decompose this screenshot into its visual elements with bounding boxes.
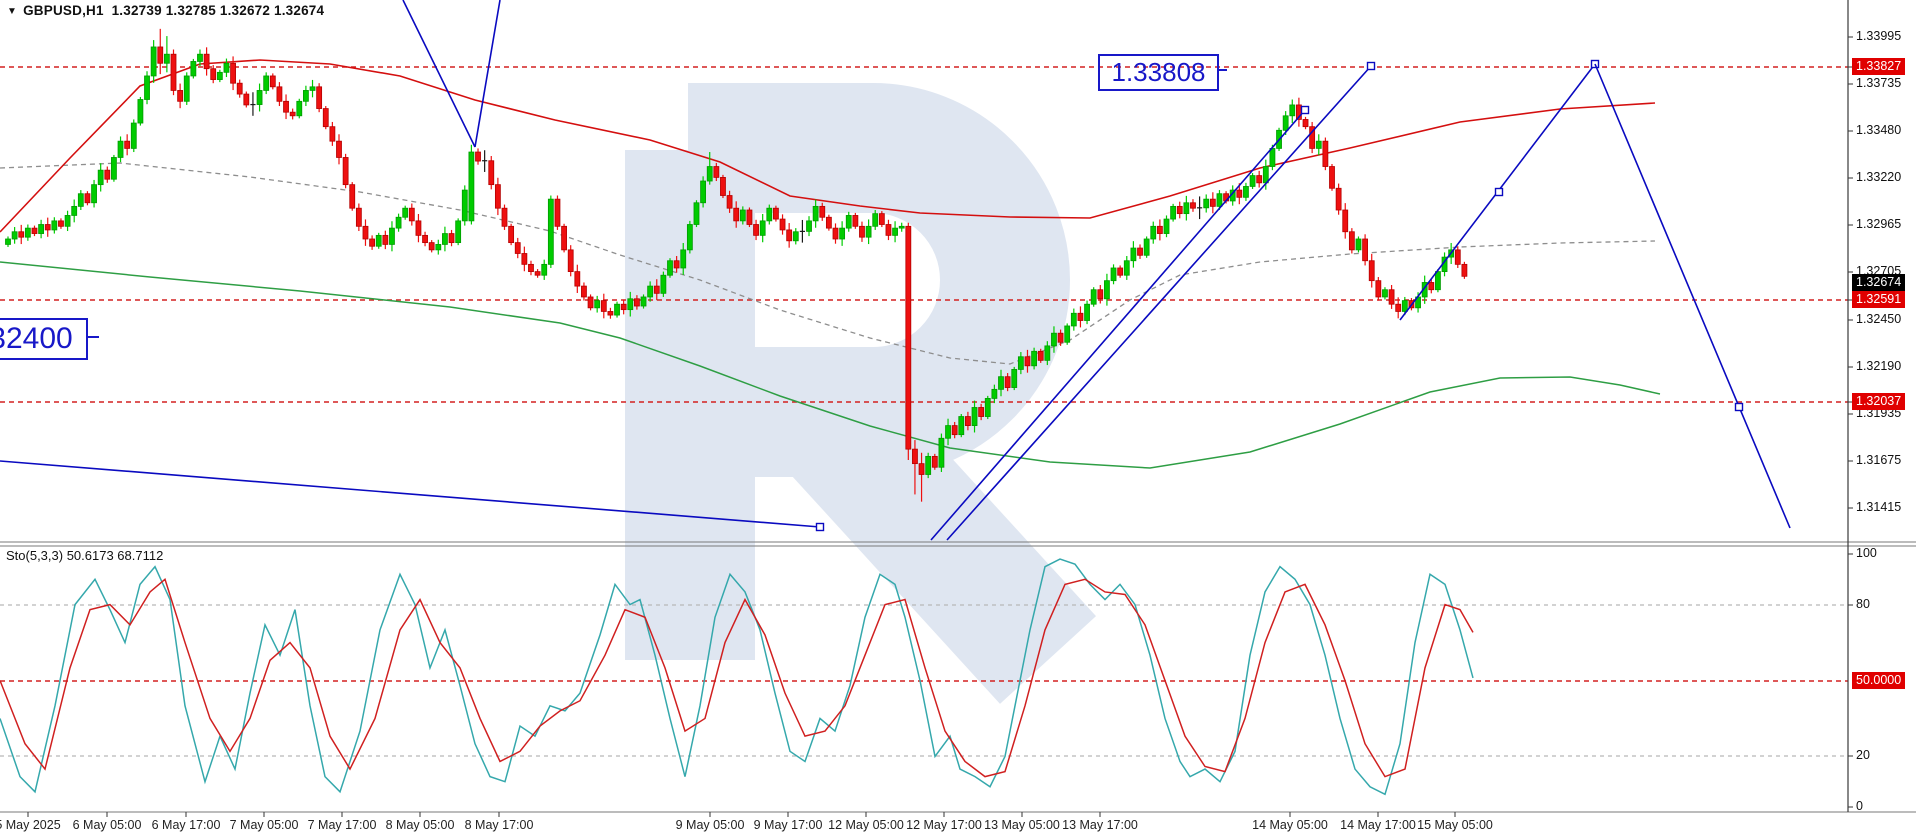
- trendline-handle-forecast-up[interactable]: [1590, 59, 1600, 69]
- trendline-channel-a[interactable]: [930, 109, 1306, 541]
- price-axis-label[interactable]: 1.33480: [1856, 123, 1902, 137]
- time-axis-label[interactable]: 7 May 17:00: [307, 818, 377, 832]
- time-axis-label[interactable]: 5 May 2025: [0, 818, 61, 832]
- trendline-handle-forecast-up[interactable]: [1494, 187, 1504, 197]
- annotation-tick-left: [86, 336, 99, 338]
- price-axis-label[interactable]: 1.32450: [1856, 312, 1902, 326]
- price-annotation-133808-text: 1.33808: [1111, 57, 1206, 87]
- price-level-label[interactable]: 1.33827: [1852, 58, 1906, 75]
- price-axis-label[interactable]: 1.32965: [1856, 217, 1902, 231]
- trendline-handle-support-line[interactable]: [815, 522, 825, 532]
- candles: [5, 28, 1468, 502]
- annotation-tick-right: [1217, 69, 1227, 71]
- sto-k-line: [0, 558, 1474, 796]
- time-axis-label[interactable]: 9 May 05:00: [675, 818, 745, 832]
- time-axis-label[interactable]: 6 May 05:00: [72, 818, 142, 832]
- sto-axis-label[interactable]: 20: [1856, 748, 1870, 762]
- trendline-handle-channel-a[interactable]: [1300, 105, 1310, 115]
- time-axis-label[interactable]: 13 May 17:00: [1062, 818, 1138, 832]
- price-annotation-32400[interactable]: 32400: [0, 318, 88, 360]
- price-annotation-133808[interactable]: 1.33808: [1098, 54, 1219, 91]
- price-axis-label[interactable]: 1.31675: [1856, 453, 1902, 467]
- time-axis-label[interactable]: 12 May 17:00: [906, 818, 982, 832]
- trendline-handle-channel-b[interactable]: [1366, 61, 1376, 71]
- price-axis-label[interactable]: 1.33995: [1856, 29, 1902, 43]
- time-axis-label[interactable]: 7 May 05:00: [229, 818, 299, 832]
- trendline-channel-b[interactable]: [946, 65, 1372, 541]
- symbol-dropdown-icon[interactable]: ▼: [7, 6, 18, 17]
- time-axis-label[interactable]: 8 May 05:00: [385, 818, 455, 832]
- price-level-label[interactable]: 1.32037: [1852, 393, 1906, 410]
- time-axis-label[interactable]: 14 May 05:00: [1252, 818, 1328, 832]
- price-axis-label[interactable]: 1.31415: [1856, 500, 1902, 514]
- time-axis-label[interactable]: 14 May 17:00: [1340, 818, 1416, 832]
- sto-axis-label[interactable]: 0: [1856, 799, 1863, 813]
- time-axis-label[interactable]: 12 May 05:00: [828, 818, 904, 832]
- trendline-v-left[interactable]: [402, 0, 476, 148]
- trendline-forecast-down[interactable]: [1594, 63, 1791, 529]
- sto-axis-label[interactable]: 100: [1856, 546, 1877, 560]
- sto-level-label: 50.0000: [1852, 672, 1906, 689]
- trendline-support-line[interactable]: [0, 460, 821, 528]
- time-axis-label[interactable]: 15 May 05:00: [1417, 818, 1493, 832]
- trendline-v-right[interactable]: [474, 0, 501, 148]
- ma-lower-green: [0, 261, 1661, 469]
- price-axis-label[interactable]: 1.33735: [1856, 76, 1902, 90]
- chart-title-text: GBPUSD,H1 1.32739 1.32785 1.32672 1.3267…: [23, 3, 325, 18]
- stochastic-label: Sto(5,3,3) 50.6173 68.7112: [6, 548, 164, 563]
- ma-upper-red: [0, 59, 1656, 233]
- price-annotation-32400-text: 32400: [0, 322, 73, 355]
- price-axis-label[interactable]: 1.33220: [1856, 170, 1902, 184]
- price-axis-label[interactable]: 1.32190: [1856, 359, 1902, 373]
- chart-title: ▼ GBPUSD,H1 1.32739 1.32785 1.32672 1.326…: [7, 3, 324, 18]
- time-axis-label[interactable]: 9 May 17:00: [753, 818, 823, 832]
- time-axis-label[interactable]: 6 May 17:00: [151, 818, 221, 832]
- time-axis-label[interactable]: 13 May 05:00: [984, 818, 1060, 832]
- price-level-label[interactable]: 1.32591: [1852, 291, 1906, 308]
- current-price-label: 1.32674: [1852, 274, 1906, 291]
- sto-d-line: [0, 578, 1474, 778]
- sto-axis-label[interactable]: 80: [1856, 597, 1870, 611]
- time-axis-label[interactable]: 8 May 17:00: [464, 818, 534, 832]
- trendline-handle-forecast-down[interactable]: [1734, 402, 1744, 412]
- ma-middle-dashed: [0, 162, 1656, 365]
